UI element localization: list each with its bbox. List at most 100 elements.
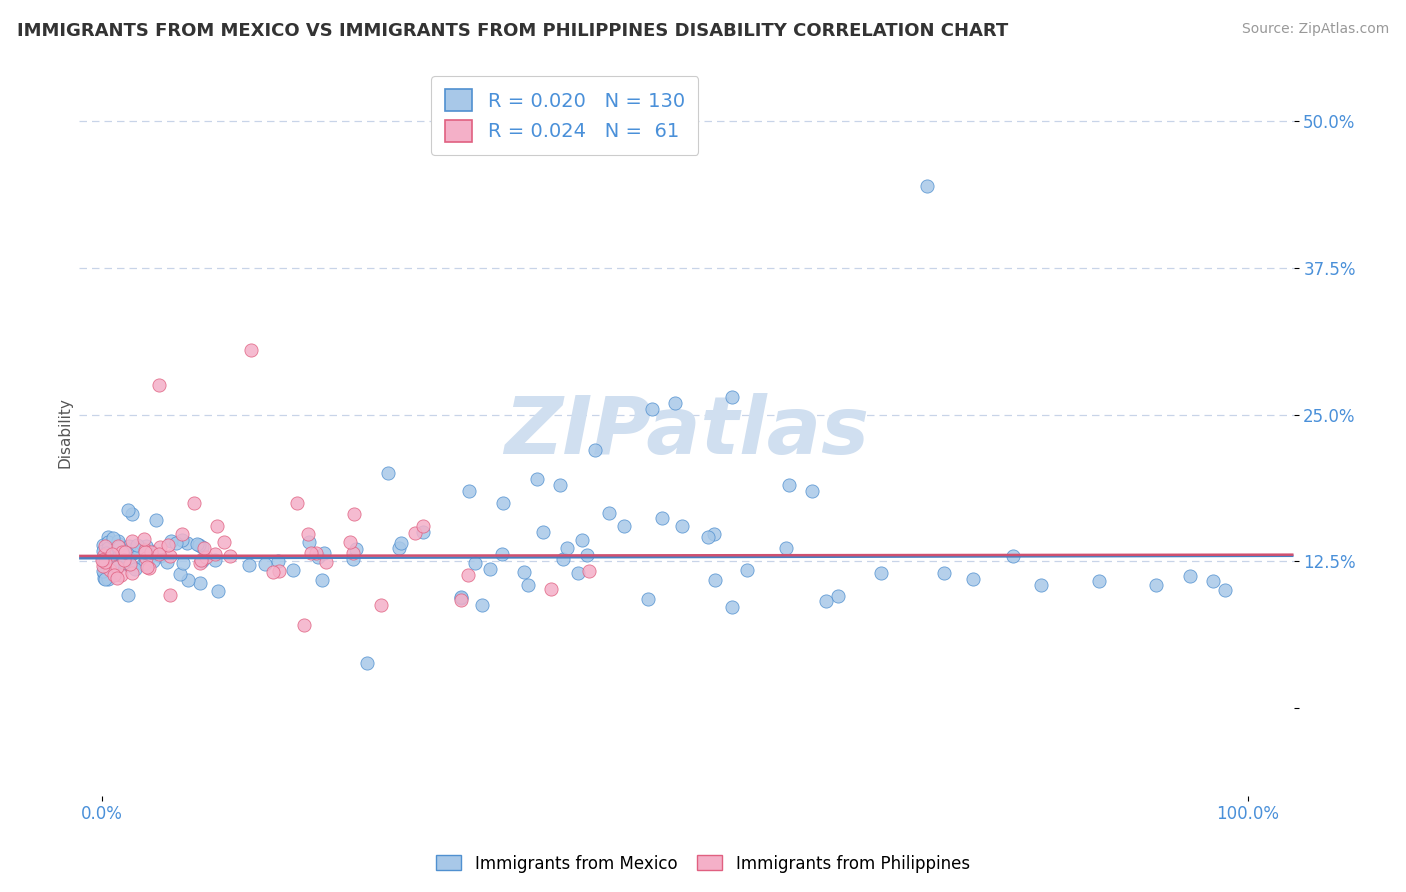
Point [96,551,118,566]
Point [100,547,122,561]
Point [104,551,127,566]
Point [555,541,578,555]
Point [389,536,412,550]
Point [450,593,472,607]
Point [721,390,744,404]
Point [101,532,124,546]
Point [134,545,156,559]
Point [186,537,208,551]
Point [112,557,135,571]
Point [801,483,824,498]
Point [159,549,181,563]
Point [305,546,328,560]
Point [149,541,172,555]
Point [91,553,114,567]
Point [118,557,141,571]
Point [1180,569,1202,583]
Point [172,533,194,547]
Point [531,524,554,539]
Point [205,519,228,533]
Point [703,527,725,541]
Point [464,556,486,570]
Point [121,534,143,549]
Point [148,378,170,392]
Point [315,556,337,570]
Point [97,559,120,574]
Point [388,541,411,556]
Point [827,589,849,603]
Point [412,519,434,533]
Point [269,564,291,578]
Point [551,552,574,566]
Point [94,554,117,568]
Point [404,525,426,540]
Point [457,483,479,498]
Point [239,343,262,357]
Point [253,557,276,571]
Point [238,558,260,572]
Point [96,546,118,560]
Y-axis label: Disability: Disability [58,397,72,467]
Point [578,564,600,578]
Point [637,591,659,606]
Point [583,442,606,457]
Point [540,582,562,597]
Point [292,617,315,632]
Point [176,536,198,550]
Point [96,569,118,583]
Point [457,568,479,582]
Point [93,548,115,562]
Point [195,549,218,564]
Legend: Immigrants from Mexico, Immigrants from Philippines: Immigrants from Mexico, Immigrants from … [430,848,976,880]
Point [697,530,720,544]
Point [97,530,120,544]
Point [127,542,149,557]
Point [131,557,153,571]
Point [526,472,548,486]
Point [934,566,956,580]
Point [377,466,399,480]
Point [204,547,226,561]
Point [107,539,129,553]
Point [93,564,115,578]
Point [110,557,132,571]
Point [339,534,361,549]
Point [91,553,114,567]
Point [132,532,155,546]
Point [118,539,141,553]
Point [450,590,472,604]
Point [778,478,800,492]
Point [671,519,693,533]
Point [191,540,214,554]
Point [281,563,304,577]
Point [1031,577,1053,591]
Point [155,555,177,569]
Point [735,563,758,577]
Point [139,545,162,559]
Point [1213,583,1236,598]
Point [101,566,124,580]
Point [159,587,181,601]
Point [188,557,211,571]
Point [121,507,143,521]
Point [188,576,211,591]
Point [142,553,165,567]
Point [1087,574,1109,588]
Point [815,593,838,607]
Point [262,565,284,579]
Point [97,535,120,549]
Point [312,546,335,560]
Point [664,396,686,410]
Point [870,566,893,580]
Point [187,538,209,552]
Point [513,566,536,580]
Point [775,541,797,555]
Point [91,538,114,552]
Point [101,563,124,577]
Point [100,547,122,561]
Point [110,568,132,582]
Point [112,548,135,562]
Point [104,565,127,579]
Point [94,555,117,569]
Point [342,552,364,566]
